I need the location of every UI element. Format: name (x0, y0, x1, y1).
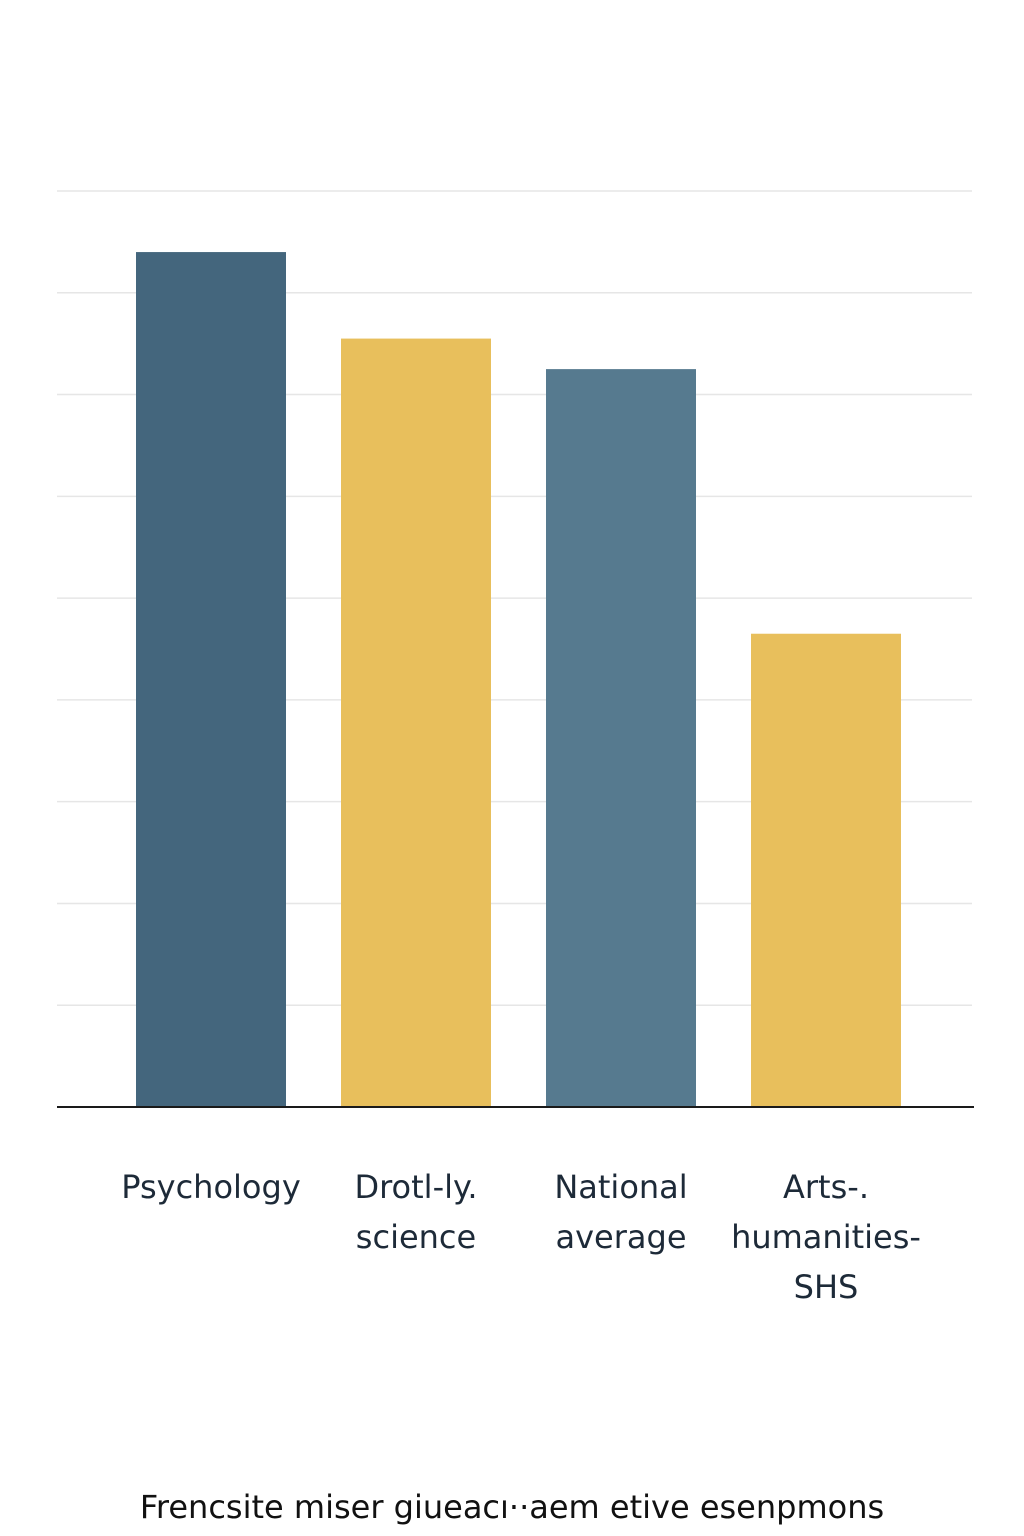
x-tick-label: Arts-. humanities- SHS (731, 1168, 921, 1306)
x-tick-label: National average (554, 1168, 688, 1256)
bar (751, 633, 901, 1107)
x-tick-label: Psychology (121, 1168, 301, 1206)
bar (136, 252, 286, 1108)
bar (341, 338, 491, 1108)
bar (546, 369, 696, 1108)
chart-title: Frencsite miser giueacı··aem etive esenp… (139, 1488, 885, 1526)
x-tick-label: Drotl-ly. science (354, 1168, 478, 1256)
